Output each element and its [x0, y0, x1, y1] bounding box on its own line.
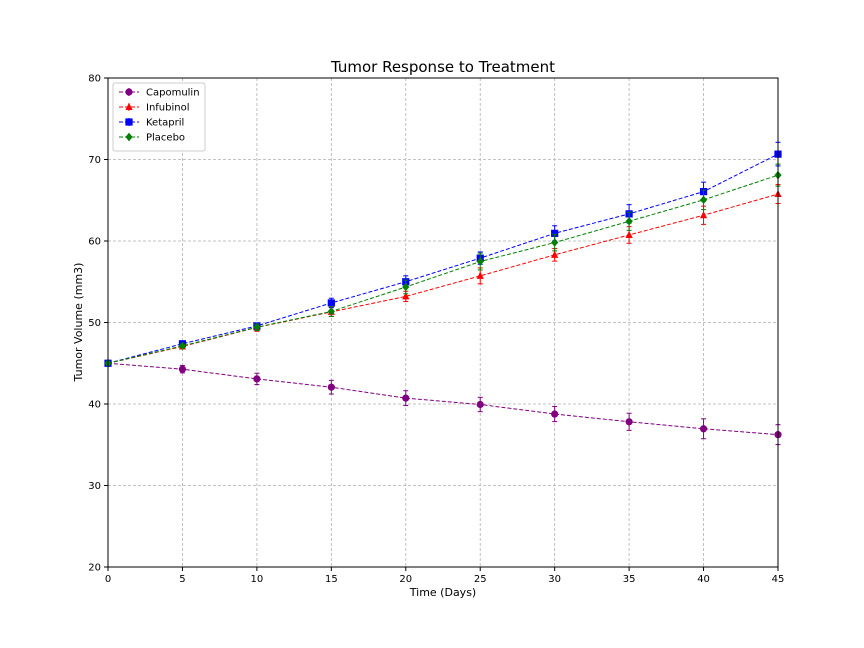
data-point: [402, 292, 410, 300]
legend-marker: [125, 132, 133, 142]
data-point: [402, 282, 410, 292]
x-tick-label: 45: [772, 574, 785, 585]
x-tick-label: 0: [105, 574, 111, 585]
data-point: [327, 307, 335, 316]
x-tick-label: 15: [325, 574, 338, 585]
x-tick-label: 25: [474, 574, 487, 585]
legend-label: Placebo: [146, 133, 185, 144]
data-point: [699, 425, 708, 433]
legend-label: Ketapril: [146, 118, 184, 129]
data-point: [551, 250, 559, 258]
data-point: [178, 365, 187, 373]
x-tick-label: 30: [548, 574, 561, 585]
x-tick-label: 20: [399, 574, 412, 585]
series-layer: [104, 141, 782, 446]
series-line: [107, 153, 779, 364]
data-point: [476, 257, 484, 266]
legend-marker: [125, 102, 133, 110]
data-point: [551, 229, 559, 237]
y-tick-label: 80: [88, 74, 101, 85]
series-capomulin: [104, 359, 782, 446]
data-point: [699, 195, 708, 205]
x-tick-label: 40: [697, 574, 710, 585]
data-point: [476, 400, 484, 409]
data-point: [551, 410, 559, 418]
ticks: 0 5 10 15 20 25 30 35 40 45 20 30 40 50 60 70 80: [88, 74, 784, 586]
data-point: [402, 394, 410, 402]
data-point: [178, 341, 187, 351]
legend-item-capomulin: Capomulin: [119, 88, 200, 99]
legend-marker: [125, 118, 133, 126]
legend-label: Infubinol: [146, 103, 190, 114]
data-point: [327, 383, 335, 391]
data-point: [476, 271, 484, 279]
legend-box: [112, 82, 206, 152]
y-axis-label: Tumor Volume (mm3): [72, 263, 85, 383]
x-tick-label: 5: [179, 574, 185, 585]
data-point: [625, 230, 633, 238]
legend-item-infubinol: Infubinol: [119, 103, 190, 114]
data-point: [253, 375, 261, 383]
y-tick-label: 70: [88, 155, 101, 166]
data-point: [625, 217, 633, 226]
legend-item-ketapril: Ketapril: [119, 118, 184, 129]
y-tick-label: 40: [88, 400, 101, 411]
x-axis-label: Time (Days): [409, 586, 476, 599]
series-line: [107, 174, 779, 364]
data-point: [327, 299, 335, 307]
x-tick-label: 35: [623, 574, 636, 585]
y-tick-label: 30: [88, 481, 101, 492]
data-point: [625, 418, 633, 426]
data-point: [699, 211, 708, 219]
legend-item-placebo: Placebo: [119, 133, 185, 144]
legend-label: Capomulin: [146, 88, 200, 99]
y-tick-label: 60: [88, 237, 101, 248]
x-tick-label: 10: [251, 574, 264, 585]
y-tick-label: 20: [88, 563, 101, 574]
data-point: [253, 323, 261, 332]
data-point: [551, 238, 559, 247]
series-line: [107, 362, 779, 436]
legend-marker: [125, 88, 133, 96]
legend: Capomulin Infubinol Ketapril Placebo: [112, 82, 206, 152]
y-tick-label: 50: [88, 318, 101, 329]
chart-title: Tumor Response to Treatment: [330, 58, 555, 76]
